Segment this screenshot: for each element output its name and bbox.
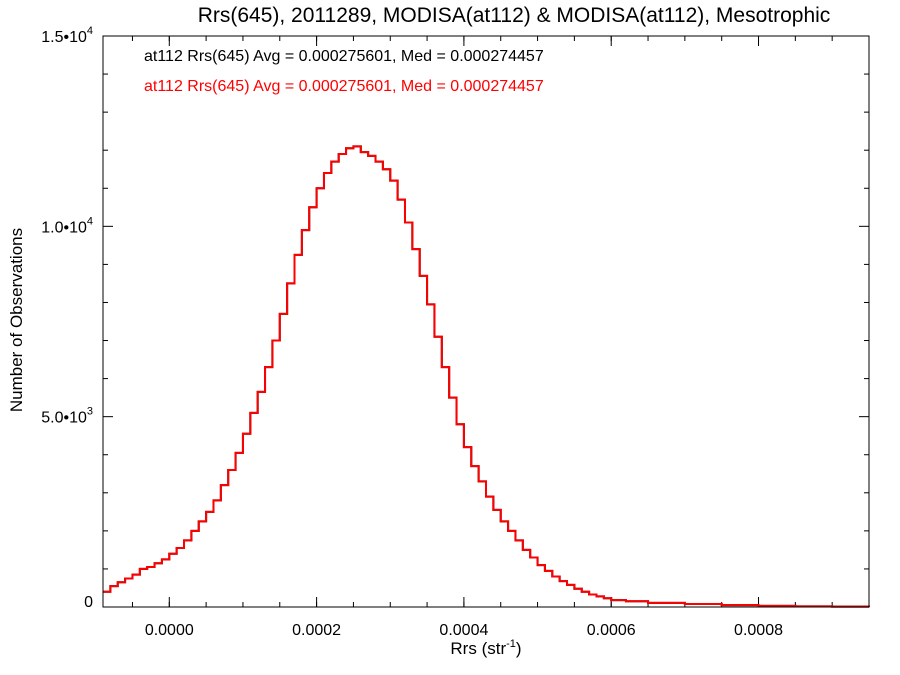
y-tick-label-base: 1.5•10 (41, 29, 87, 46)
y-tick-label: 0 (84, 594, 93, 611)
axis-ticks: 0.0000 0.0002 0.0004 0.0006 0.0008 0 5.0•103 1.… (41, 25, 869, 639)
x-tick-label: 0.0002 (292, 622, 341, 639)
y-tick-label-exponent: 4 (87, 25, 93, 37)
y-tick-label-base: 1.0•10 (41, 219, 87, 236)
x-axis-label-main: Rrs (str (450, 639, 506, 658)
x-axis-label-tail: ) (516, 639, 522, 658)
y-tick-label: 1.0•104 (41, 215, 93, 236)
y-tick-label-exponent: 3 (87, 406, 93, 418)
histogram-steps (103, 145, 870, 608)
x-tick-label: 0.0008 (734, 622, 783, 639)
chart-title: Rrs(645), 2011289, MODISA(at112) & MODIS… (198, 4, 831, 27)
x-axis-label-sup: -1 (506, 638, 516, 650)
plot-frame (102, 35, 870, 608)
x-tick-label: 0.0006 (587, 622, 636, 639)
y-tick-label-base: 0 (84, 594, 93, 611)
annotation-black: at112 Rrs(645) Avg = 0.000275601, Med = … (144, 48, 544, 65)
y-tick-label: 1.5•104 (41, 25, 93, 46)
y-axis-label: Number of Observations (7, 228, 26, 412)
y-tick-label-exponent: 4 (87, 215, 93, 227)
annotation-red: at112 Rrs(645) Avg = 0.000275601, Med = … (144, 78, 544, 95)
x-tick-label: 0.0000 (145, 622, 194, 639)
x-axis-label: Rrs (str-1) (450, 638, 521, 658)
histogram-series-0 (103, 145, 870, 608)
x-tick-label: 0.0004 (439, 622, 488, 639)
histogram-series-1 (103, 145, 870, 608)
y-tick-label: 5.0•103 (41, 406, 93, 427)
y-tick-label-base: 5.0•10 (41, 410, 87, 427)
